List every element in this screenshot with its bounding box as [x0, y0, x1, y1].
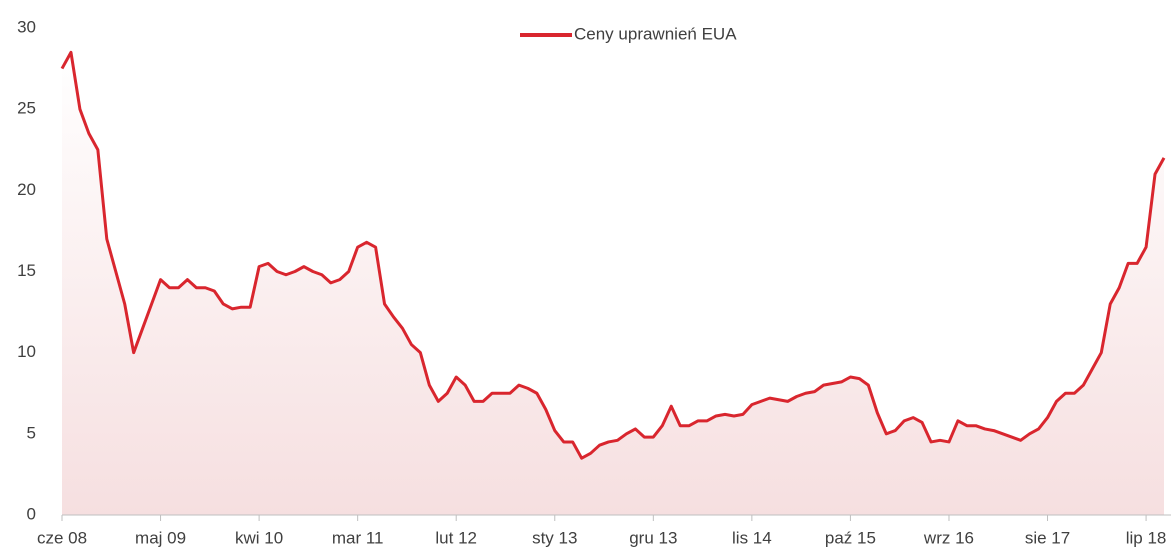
- line: [60, 50, 1166, 460]
- y-tick-label: 5: [27, 423, 36, 442]
- x-tick-label: maj 09: [135, 528, 186, 547]
- x-tick-label: kwi 10: [235, 528, 283, 547]
- y-tick-label: 10: [17, 342, 36, 361]
- x-tick-label: sie 17: [1025, 528, 1070, 547]
- y-tick-label: 0: [27, 504, 36, 523]
- legend-label: Ceny uprawnień EUA: [574, 24, 737, 43]
- x-tick-label: wrz 16: [923, 528, 974, 547]
- x-tick-label: paź 15: [825, 528, 876, 547]
- x-tick-label: mar 11: [332, 528, 384, 547]
- y-tick-label: 30: [17, 17, 36, 36]
- x-tick-label: cze 08: [37, 528, 87, 547]
- y-tick-label: 25: [17, 99, 36, 118]
- y-tick-label: 15: [17, 261, 36, 280]
- area: [62, 52, 1164, 515]
- x-tick-label: lip 18: [1126, 528, 1167, 547]
- x-tick-label: sty 13: [532, 528, 577, 547]
- y-tick-label: 20: [17, 180, 36, 199]
- x-tick-label: lut 12: [435, 528, 477, 547]
- x-tick-label: gru 13: [629, 528, 677, 547]
- x-tick-label: lis 14: [732, 528, 772, 547]
